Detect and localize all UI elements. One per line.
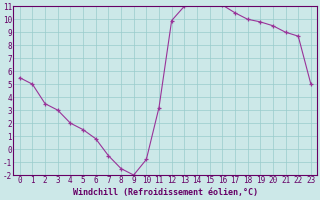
X-axis label: Windchill (Refroidissement éolien,°C): Windchill (Refroidissement éolien,°C) [73,188,258,197]
